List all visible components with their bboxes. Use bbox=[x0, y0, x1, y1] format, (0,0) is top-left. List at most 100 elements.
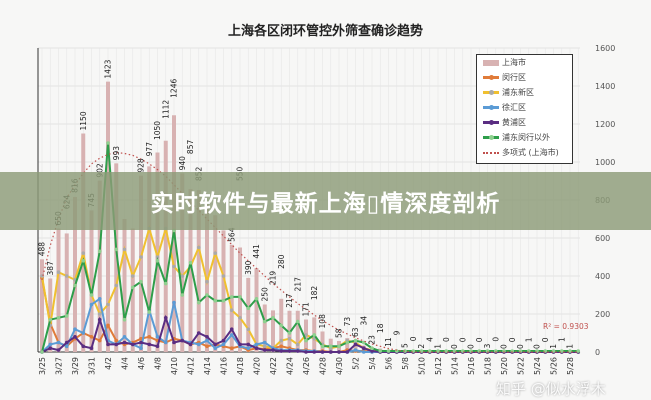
legend-label: 浦东新区 bbox=[502, 88, 534, 97]
series-point bbox=[106, 141, 110, 145]
series-point bbox=[139, 255, 143, 259]
x-tick-label: 4/8 bbox=[154, 357, 163, 370]
data-label: 108 bbox=[318, 314, 327, 329]
series-point bbox=[229, 308, 234, 313]
data-label: 564 bbox=[227, 227, 236, 242]
x-tick-label: 3/31 bbox=[88, 357, 97, 375]
series-point bbox=[559, 349, 564, 353]
series-point bbox=[147, 310, 152, 314]
series-point bbox=[188, 260, 193, 265]
series-point bbox=[262, 319, 267, 324]
data-label: 0 bbox=[491, 337, 500, 342]
x-tick-label: 3/27 bbox=[55, 357, 64, 375]
data-label: 0 bbox=[467, 344, 476, 349]
series-point bbox=[436, 349, 440, 353]
data-label: 182 bbox=[310, 286, 319, 301]
data-label: 0 bbox=[533, 344, 542, 349]
data-label: 217 bbox=[285, 293, 294, 308]
series-point bbox=[262, 348, 267, 352]
series-point bbox=[254, 342, 259, 347]
x-tick-label: 5/2 bbox=[352, 357, 361, 370]
data-label: 0 bbox=[442, 337, 451, 342]
series-point bbox=[427, 349, 432, 353]
series-point bbox=[89, 335, 94, 339]
data-label: 1423 bbox=[104, 59, 113, 78]
series-point bbox=[139, 346, 143, 351]
x-tick-label: 5/18 bbox=[484, 357, 493, 375]
x-tick-label: 5/12 bbox=[434, 357, 443, 375]
data-label: 1 bbox=[557, 337, 566, 342]
bar bbox=[196, 190, 201, 352]
series-point bbox=[320, 344, 325, 349]
data-label: 171 bbox=[302, 302, 311, 317]
data-label: 2 bbox=[417, 344, 426, 349]
legend-label: 闵行区 bbox=[502, 73, 526, 82]
data-label: 4 bbox=[425, 337, 434, 342]
x-tick-label: 4/18 bbox=[236, 357, 245, 375]
x-tick-label: 4/4 bbox=[121, 357, 130, 370]
bar bbox=[147, 166, 152, 352]
bar bbox=[155, 152, 160, 352]
series-point bbox=[295, 319, 300, 324]
series-point bbox=[205, 344, 209, 349]
series-point bbox=[147, 342, 152, 347]
series-point bbox=[81, 251, 86, 255]
data-label: 0 bbox=[500, 344, 509, 349]
series-point bbox=[163, 316, 168, 320]
legend-item: 上海市 bbox=[477, 55, 572, 70]
series-point bbox=[229, 327, 234, 332]
series-point bbox=[246, 346, 251, 351]
series-point bbox=[172, 340, 176, 345]
series-point bbox=[328, 350, 333, 354]
bar bbox=[64, 233, 69, 352]
bar bbox=[48, 278, 53, 352]
data-label: 63 bbox=[351, 327, 360, 337]
bar bbox=[163, 140, 168, 352]
series-point bbox=[229, 333, 234, 337]
data-label: 217 bbox=[293, 277, 302, 292]
series-point bbox=[56, 270, 61, 275]
series-point bbox=[246, 342, 251, 347]
series-point bbox=[221, 298, 226, 303]
series-point bbox=[221, 338, 226, 343]
series-point bbox=[246, 306, 251, 311]
series-point bbox=[147, 335, 152, 339]
series-point bbox=[81, 259, 86, 263]
x-tick-label: 5/22 bbox=[517, 357, 526, 375]
x-tick-label: 4/10 bbox=[170, 357, 179, 375]
legend-swatch bbox=[483, 89, 499, 95]
data-label: 11 bbox=[384, 337, 393, 347]
bar bbox=[122, 219, 127, 352]
x-tick-label: 5/6 bbox=[385, 357, 394, 370]
series-point bbox=[568, 349, 572, 353]
bar bbox=[188, 189, 193, 352]
series-point bbox=[56, 348, 61, 352]
series-point bbox=[89, 302, 94, 307]
series-point bbox=[345, 350, 350, 354]
series-line bbox=[41, 314, 579, 353]
chart-title: 上海各区闭环管控外筛查确诊趋势 bbox=[227, 24, 423, 39]
series-point bbox=[155, 335, 160, 339]
series-point bbox=[353, 342, 358, 347]
legend-item: 浦东新区 bbox=[477, 85, 572, 100]
x-tick-label: 4/2 bbox=[104, 357, 113, 370]
bar bbox=[262, 304, 267, 352]
series-point bbox=[56, 316, 61, 320]
x-tick-label: 4/28 bbox=[319, 357, 328, 375]
data-label: 387 bbox=[46, 261, 55, 276]
headline-banner: 实时软件与最新上海▯情深度剖析 bbox=[0, 172, 651, 230]
series-point bbox=[196, 342, 201, 347]
series-point bbox=[163, 340, 168, 345]
data-label: 1 bbox=[549, 344, 558, 349]
bar bbox=[345, 338, 350, 352]
y-tick-label: 1600 bbox=[595, 44, 615, 53]
bar bbox=[271, 310, 275, 352]
series-point bbox=[279, 349, 284, 353]
data-label: 0 bbox=[450, 344, 459, 349]
bar bbox=[238, 247, 242, 352]
series-point bbox=[106, 302, 110, 307]
series-point bbox=[279, 338, 284, 343]
series-point bbox=[122, 335, 127, 339]
series-point bbox=[221, 274, 226, 278]
series-point bbox=[64, 340, 69, 345]
